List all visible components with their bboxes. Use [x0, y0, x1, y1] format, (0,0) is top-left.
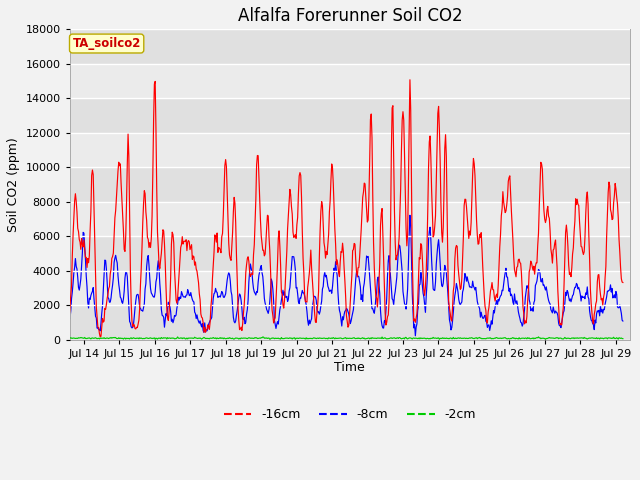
-8cm	[216, 293, 223, 299]
-16cm	[72, 198, 80, 204]
-16cm	[131, 322, 138, 328]
X-axis label: Time: Time	[335, 361, 365, 374]
Legend: -16cm, -8cm, -2cm: -16cm, -8cm, -2cm	[219, 404, 481, 426]
Line: -2cm: -2cm	[66, 337, 623, 339]
Line: -16cm: -16cm	[66, 80, 623, 337]
Bar	[70, 133, 630, 167]
-16cm	[406, 77, 414, 83]
-2cm	[541, 336, 549, 342]
-16cm	[187, 244, 195, 250]
-8cm	[62, 330, 70, 336]
Bar	[70, 98, 630, 133]
Bar	[70, 271, 630, 305]
-8cm	[414, 308, 422, 313]
-8cm	[406, 212, 414, 218]
-8cm	[72, 264, 80, 269]
Bar	[70, 167, 630, 202]
-2cm	[62, 336, 70, 342]
-2cm	[72, 336, 80, 341]
Text: TA_soilco2: TA_soilco2	[72, 37, 141, 50]
-8cm	[619, 318, 627, 324]
Bar	[70, 202, 630, 236]
Line: -8cm: -8cm	[66, 215, 623, 336]
-16cm	[430, 232, 438, 238]
-8cm	[412, 333, 419, 339]
Bar	[70, 64, 630, 98]
-2cm	[413, 336, 420, 341]
-16cm	[414, 299, 422, 304]
Title: Alfalfa Forerunner Soil CO2: Alfalfa Forerunner Soil CO2	[237, 7, 462, 25]
-2cm	[130, 335, 138, 341]
-8cm	[430, 287, 438, 293]
-8cm	[130, 322, 138, 327]
Bar	[70, 236, 630, 271]
-16cm	[619, 280, 627, 286]
-2cm	[216, 336, 223, 341]
-2cm	[429, 335, 437, 340]
-8cm	[186, 293, 194, 299]
-16cm	[216, 247, 224, 252]
-16cm	[97, 334, 104, 340]
Y-axis label: Soil CO2 (ppm): Soil CO2 (ppm)	[7, 137, 20, 232]
-16cm	[62, 320, 70, 326]
Bar	[70, 29, 630, 64]
-2cm	[619, 336, 627, 341]
Bar	[70, 305, 630, 340]
-2cm	[186, 336, 194, 341]
-2cm	[259, 334, 267, 340]
